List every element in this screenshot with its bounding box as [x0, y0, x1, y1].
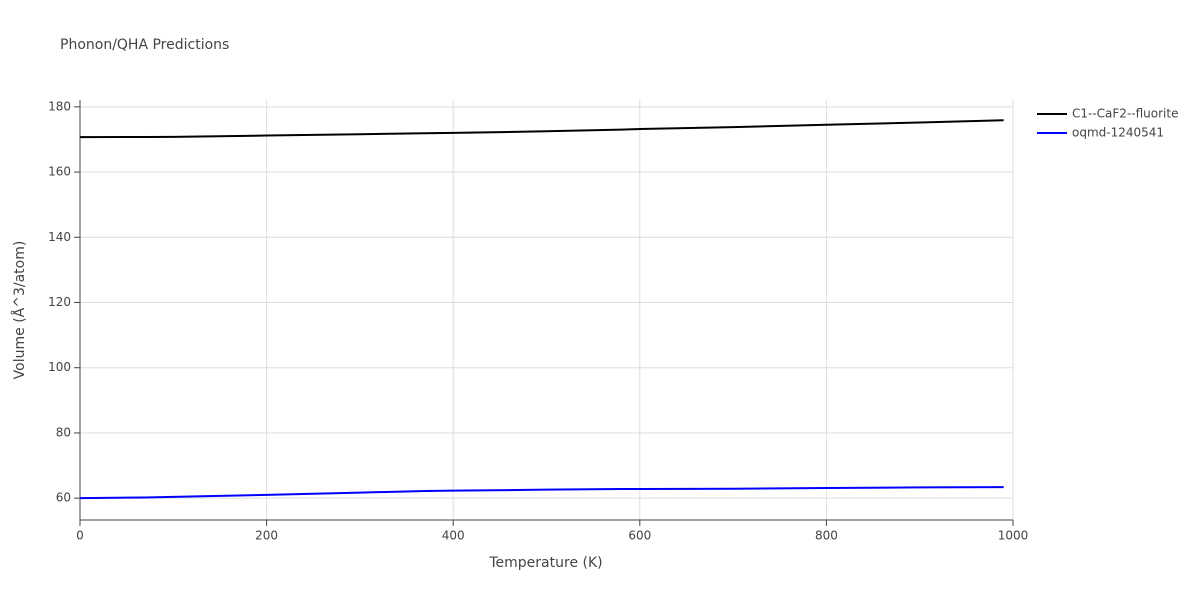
x-tick-label: 1000 [998, 529, 1029, 543]
y-tick-label: 80 [56, 425, 71, 439]
series-line [79, 486, 1004, 500]
x-tick-label: 200 [255, 529, 278, 543]
y-tick-label: 60 [56, 491, 71, 505]
chart-title: Phonon/QHA Predictions [60, 37, 229, 53]
legend-label: oqmd-1240541 [1072, 126, 1164, 140]
x-tick-label: 400 [442, 529, 465, 543]
legend-label: C1--CaF2--fluorite [1072, 107, 1178, 121]
x-tick-label: 800 [815, 529, 838, 543]
y-axis-label: Volume (Å^3/atom) [11, 241, 28, 380]
y-tick-label: 120 [48, 295, 71, 309]
x-axis-label: Temperature (K) [488, 555, 602, 571]
x-tick-label: 600 [628, 529, 651, 543]
y-tick-label: 160 [48, 165, 71, 179]
y-tick-label: 180 [48, 99, 71, 113]
y-tick-label: 140 [48, 230, 71, 244]
x-tick-label: 0 [76, 529, 84, 543]
series-line [79, 119, 1004, 139]
y-tick-label: 100 [48, 360, 71, 374]
